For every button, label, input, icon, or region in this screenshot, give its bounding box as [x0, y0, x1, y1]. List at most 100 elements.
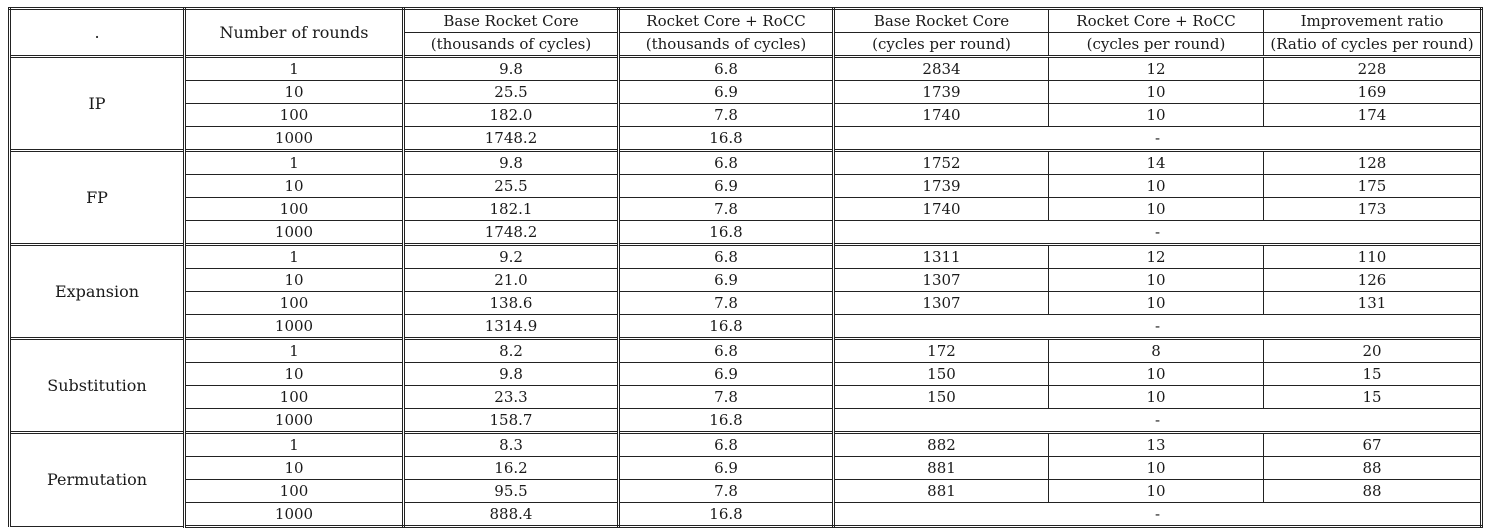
rocc-cpr-cell: 10 [1048, 80, 1264, 104]
table-row: 1000 888.4 16.8- [10, 502, 1483, 528]
table-row: 100 95.5 7.8 881 10 88 [10, 479, 1483, 503]
rocc-thousands-cell: 7.8 [618, 479, 835, 503]
base-thousands-cell: 9.8 [403, 362, 620, 386]
base-thousands-cell: 21.0 [403, 268, 620, 292]
rocc-thousands-cell: 7.8 [618, 291, 835, 315]
base-thousands-cell: 888.4 [403, 502, 620, 528]
base-cpr-cell: 882 [833, 431, 1049, 457]
table-body: IP 1 9.8 6.8 2834 12 228 10 25.5 6.9 1739 10 169 100 1… [8, 55, 1483, 528]
base-thousands-cell: 8.3 [403, 431, 620, 457]
base-cpr-cell: 1307 [833, 291, 1049, 315]
header-base-cpr-line1: Base Rocket Core [833, 7, 1049, 33]
base-thousands-cell: 23.3 [403, 385, 620, 409]
rocc-thousands-cell: 16.8 [618, 314, 835, 339]
base-cpr-cell: 150 [833, 385, 1049, 409]
rounds-cell: 100 [184, 291, 405, 315]
rounds-cell: 10 [184, 268, 405, 292]
base-cpr-cell: 1739 [833, 174, 1049, 198]
rounds-cell: 1000 [184, 408, 405, 433]
base-cpr-cell: 150 [833, 362, 1049, 386]
rounds-cell: 1 [184, 55, 405, 81]
base-thousands-cell: 138.6 [403, 291, 620, 315]
not-applicable-cell: - [833, 502, 1483, 528]
rocc-thousands-cell: 16.8 [618, 502, 835, 528]
header-rocc-thousands-line2: (thousands of cycles) [618, 32, 835, 57]
header-number-of-rounds: Number of rounds [184, 7, 405, 57]
rocc-thousands-cell: 7.8 [618, 197, 835, 221]
not-applicable-cell: - [833, 126, 1483, 151]
rounds-cell: 100 [184, 197, 405, 221]
rounds-cell: 1000 [184, 502, 405, 528]
table-row: 100 182.1 7.8 1740 10 173 [10, 197, 1483, 221]
rounds-cell: 100 [184, 385, 405, 409]
rocc-thousands-cell: 16.8 [618, 408, 835, 433]
group-label: FP [8, 149, 186, 245]
rounds-cell: 1000 [184, 220, 405, 245]
ratio-cell: 15 [1263, 385, 1483, 409]
base-cpr-cell: 1740 [833, 197, 1049, 221]
rounds-cell: 1000 [184, 314, 405, 339]
base-cpr-cell: 1740 [833, 103, 1049, 127]
rocc-thousands-cell: 6.9 [618, 268, 835, 292]
rounds-cell: 100 [184, 479, 405, 503]
table-row: 100 138.6 7.8 1307 10 131 [10, 291, 1483, 315]
rocc-cpr-cell: 10 [1048, 385, 1264, 409]
ratio-cell: 169 [1263, 80, 1483, 104]
ratio-cell: 228 [1263, 55, 1483, 81]
rounds-cell: 1 [184, 149, 405, 175]
ratio-cell: 15 [1263, 362, 1483, 386]
table-row: 1000 1748.2 16.8- [10, 126, 1483, 151]
table-row: 100 182.0 7.8 1740 10 174 [10, 103, 1483, 127]
header-base-thousands-line1: Base Rocket Core [403, 7, 620, 33]
base-thousands-cell: 9.8 [403, 55, 620, 81]
header-base-thousands-line2: (thousands of cycles) [403, 32, 620, 57]
base-thousands-cell: 1748.2 [403, 126, 620, 151]
rocc-thousands-cell: 6.9 [618, 362, 835, 386]
group-label: Substitution [8, 337, 186, 433]
rocc-cpr-cell: 14 [1048, 149, 1264, 175]
table-row: Permutation 1 8.3 6.8 882 13 67 [8, 431, 1483, 527]
base-cpr-cell: 881 [833, 456, 1049, 480]
base-cpr-cell: 1311 [833, 243, 1049, 269]
rocc-thousands-cell: 7.8 [618, 385, 835, 409]
rocc-thousands-cell: 16.8 [618, 126, 835, 151]
base-thousands-cell: 158.7 [403, 408, 620, 433]
not-applicable-cell: - [833, 314, 1483, 339]
rocc-cpr-cell: 10 [1048, 197, 1264, 221]
group-label: Permutation [8, 431, 186, 527]
base-cpr-cell: 881 [833, 479, 1049, 503]
ratio-cell: 88 [1263, 456, 1483, 480]
rounds-cell: 10 [184, 362, 405, 386]
rocc-cpr-cell: 10 [1048, 174, 1264, 198]
corner-cell: . [8, 7, 186, 57]
table-row: 1000 1314.9 16.8- [10, 314, 1483, 339]
rocc-thousands-cell: 6.8 [618, 243, 835, 269]
rocc-thousands-cell: 7.8 [618, 103, 835, 127]
rounds-cell: 1000 [184, 126, 405, 151]
not-applicable-cell: - [833, 408, 1483, 433]
rocc-thousands-cell: 6.9 [618, 456, 835, 480]
ratio-cell: 128 [1263, 149, 1483, 175]
header-ratio-line2: (Ratio of cycles per round) [1263, 32, 1483, 57]
table-row: 10 9.8 6.9 150 10 15 [10, 362, 1483, 386]
rounds-cell: 100 [184, 103, 405, 127]
rocc-thousands-cell: 6.8 [618, 55, 835, 81]
rounds-cell: 10 [184, 456, 405, 480]
ratio-cell: 110 [1263, 243, 1483, 269]
base-thousands-cell: 25.5 [403, 80, 620, 104]
base-cpr-cell: 1307 [833, 268, 1049, 292]
rocc-thousands-cell: 6.8 [618, 431, 835, 457]
ratio-cell: 67 [1263, 431, 1483, 457]
table-row: 10 21.0 6.9 1307 10 126 [10, 268, 1483, 292]
rocc-thousands-cell: 6.9 [618, 80, 835, 104]
rocc-cpr-cell: 10 [1048, 362, 1264, 386]
rocc-cpr-cell: 13 [1048, 431, 1264, 457]
base-thousands-cell: 182.0 [403, 103, 620, 127]
ratio-cell: 88 [1263, 479, 1483, 503]
rocc-cpr-cell: 10 [1048, 103, 1264, 127]
rocc-thousands-cell: 6.9 [618, 174, 835, 198]
ratio-cell: 126 [1263, 268, 1483, 292]
base-thousands-cell: 16.2 [403, 456, 620, 480]
rounds-cell: 10 [184, 174, 405, 198]
base-thousands-cell: 9.8 [403, 149, 620, 175]
